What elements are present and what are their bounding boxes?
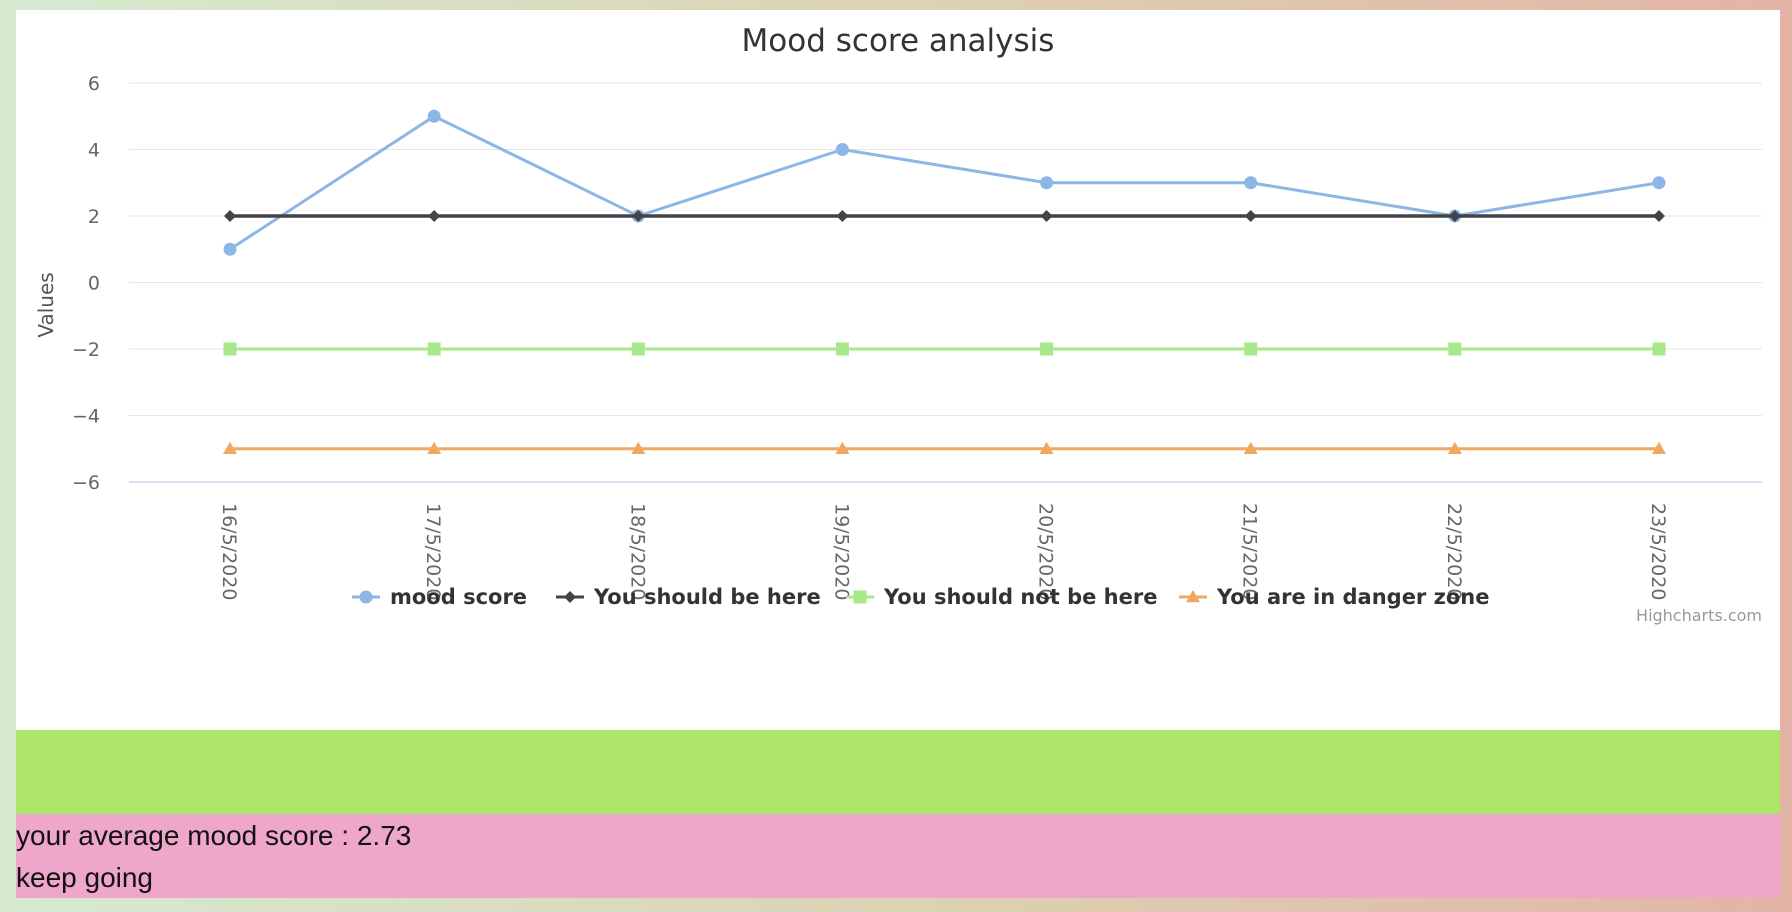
legend-label: You should not be here [883, 585, 1157, 609]
legend-marker[interactable] [564, 591, 576, 603]
x-tick-label: 19/5/2020 [830, 503, 852, 600]
data-point[interactable] [1040, 342, 1054, 356]
data-point[interactable] [223, 441, 237, 454]
y-tick-label: 4 [88, 140, 100, 162]
data-point[interactable] [224, 210, 236, 222]
credits-link[interactable]: Highcharts.com [1636, 606, 1762, 625]
chart-title: Mood score analysis [742, 23, 1055, 59]
series-layer [223, 109, 1666, 454]
average-mood-text: your average mood score : 2.73 [16, 820, 412, 851]
data-point[interactable] [1652, 342, 1666, 356]
series-0 [223, 109, 1666, 256]
legend-label: You are in danger zone [1216, 585, 1489, 609]
series-line[interactable] [229, 114, 1660, 251]
legend-item[interactable]: mood score [352, 585, 527, 609]
x-tick-label: 23/5/2020 [1647, 503, 1669, 600]
encouragement-text: keep going [16, 862, 154, 893]
y-axis-title: Values [34, 272, 58, 337]
data-point[interactable] [1652, 441, 1666, 454]
data-point[interactable] [1652, 176, 1666, 190]
y-tick-label: 0 [88, 273, 100, 295]
data-point[interactable] [1448, 342, 1462, 356]
legend-label: You should be here [593, 585, 821, 609]
data-point[interactable] [1040, 210, 1053, 222]
legend-marker[interactable] [853, 590, 867, 604]
y-tick-label: −4 [72, 406, 100, 428]
data-point[interactable] [1448, 210, 1461, 222]
x-tick-label: 22/5/2020 [1443, 503, 1465, 600]
legend-item[interactable]: You should be here [556, 585, 821, 609]
x-tick-label: 17/5/2020 [422, 503, 444, 600]
legend-item[interactable]: You should not be here [846, 585, 1157, 609]
data-point[interactable] [631, 441, 646, 454]
y-tick-label: −6 [72, 472, 100, 494]
y-tick-label: −2 [72, 339, 100, 361]
series-1 [224, 210, 1665, 222]
summary-panel: your average mood score : 2.73 keep goin… [16, 814, 1780, 898]
data-point[interactable] [427, 109, 441, 123]
data-point[interactable] [1244, 342, 1258, 356]
data-point[interactable] [1244, 176, 1258, 190]
data-point[interactable] [835, 143, 849, 156]
data-point[interactable] [427, 441, 442, 454]
data-point[interactable] [1243, 441, 1258, 454]
data-point[interactable] [427, 342, 441, 356]
grid-lines [129, 82, 1762, 483]
data-point[interactable] [428, 210, 441, 222]
data-point[interactable] [1653, 210, 1665, 222]
series-3 [223, 441, 1666, 454]
series-2 [223, 342, 1666, 356]
data-point[interactable] [835, 342, 849, 356]
data-point[interactable] [632, 210, 645, 222]
data-point[interactable] [1040, 176, 1054, 190]
data-point[interactable] [1447, 441, 1462, 454]
data-point[interactable] [223, 242, 237, 256]
chart-panel: Mood score analysis 6 4 2 0 −2 −4 −6 Values 16… [16, 10, 1780, 730]
x-tick-label: 21/5/2020 [1239, 503, 1261, 600]
mood-chart: Mood score analysis 6 4 2 0 −2 −4 −6 Values 16… [34, 23, 1762, 625]
x-tick-label: 18/5/2020 [626, 503, 648, 600]
status-banner [16, 730, 1780, 814]
data-point[interactable] [835, 441, 850, 454]
legend-marker[interactable] [1186, 590, 1200, 603]
legend-item[interactable]: You are in danger zone [1179, 585, 1489, 609]
data-point[interactable] [631, 342, 645, 356]
y-axis: 6 4 2 0 −2 −4 −6 [72, 73, 100, 494]
x-axis: 16/5/2020 17/5/2020 18/5/2020 19/5/2020 20/5… [218, 503, 1669, 600]
x-tick-label: 20/5/2020 [1035, 503, 1057, 600]
legend-marker[interactable] [359, 590, 373, 604]
data-point[interactable] [1244, 210, 1257, 222]
data-point[interactable] [836, 210, 849, 222]
legend-label: mood score [390, 585, 527, 609]
y-tick-label: 6 [88, 73, 100, 95]
y-tick-label: 2 [88, 206, 100, 228]
x-tick-label: 16/5/2020 [218, 503, 240, 600]
data-point[interactable] [223, 342, 237, 356]
data-point[interactable] [1039, 441, 1054, 454]
legend: mood score You should be here You should n… [352, 585, 1489, 609]
